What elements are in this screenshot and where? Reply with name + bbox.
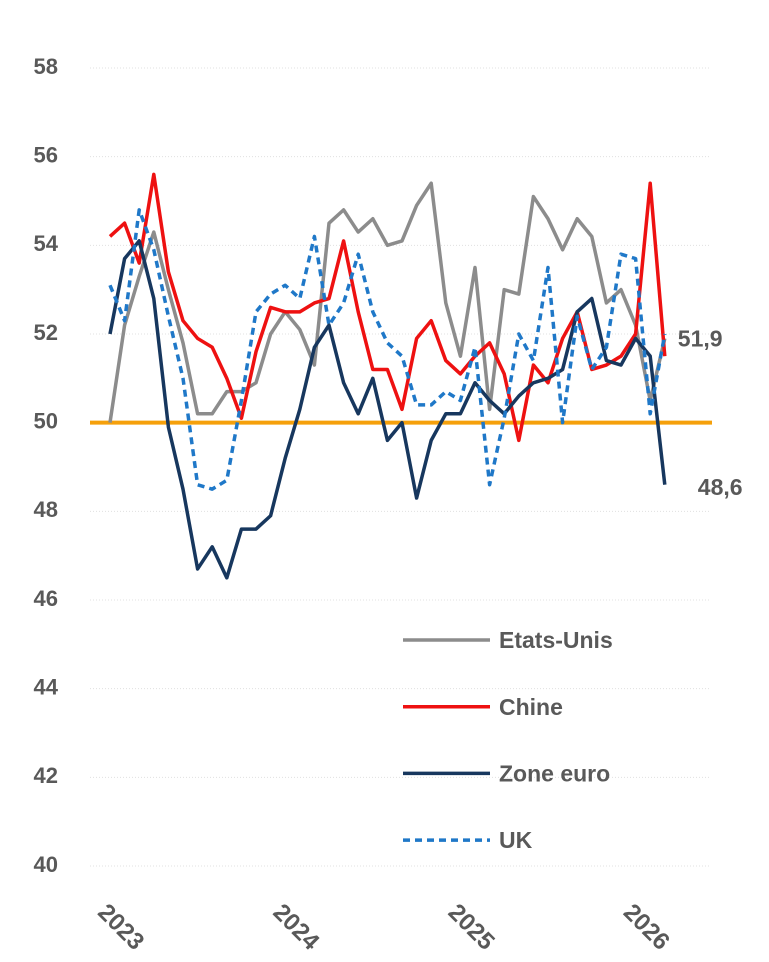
legend-label: Etats-Unis bbox=[499, 627, 613, 653]
value-label: 48,6 bbox=[698, 474, 743, 500]
legend-label: Zone euro bbox=[499, 760, 610, 786]
y-tick-label: 46 bbox=[34, 586, 58, 611]
y-tick-label: 48 bbox=[34, 497, 58, 522]
x-tick-label: 2024 bbox=[268, 899, 325, 956]
y-tick-label: 50 bbox=[34, 408, 58, 433]
value-label: 51,9 bbox=[678, 326, 723, 352]
x-tick-label: 2025 bbox=[443, 899, 500, 956]
x-tick-label: 2026 bbox=[618, 899, 675, 956]
y-tick-label: 40 bbox=[34, 852, 58, 877]
series-line bbox=[108, 172, 667, 443]
y-tick-label: 58 bbox=[34, 54, 58, 79]
series-line bbox=[108, 239, 667, 580]
y-tick-label: 44 bbox=[34, 674, 59, 699]
legend-label: Chine bbox=[499, 694, 563, 720]
y-tick-label: 52 bbox=[34, 320, 58, 345]
series-line bbox=[108, 208, 667, 491]
legend-label: UK bbox=[499, 827, 533, 853]
y-tick-label: 42 bbox=[34, 763, 58, 788]
y-tick-label: 54 bbox=[34, 231, 59, 256]
x-tick-label: 2023 bbox=[92, 899, 149, 956]
series-line bbox=[108, 181, 667, 423]
y-tick-label: 56 bbox=[34, 142, 58, 167]
